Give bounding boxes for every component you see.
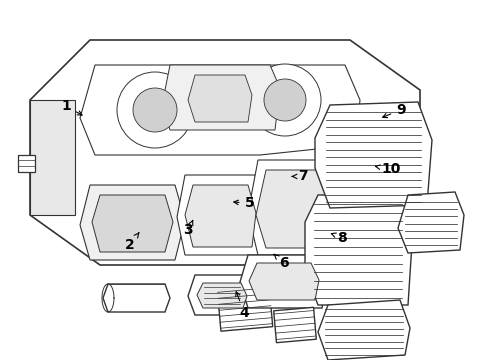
Polygon shape	[217, 285, 272, 331]
Text: 4: 4	[235, 292, 249, 320]
Circle shape	[133, 88, 177, 132]
Polygon shape	[187, 275, 254, 315]
Circle shape	[117, 72, 193, 148]
Text: 5: 5	[233, 197, 254, 210]
Polygon shape	[256, 170, 351, 248]
Polygon shape	[240, 255, 326, 308]
Polygon shape	[184, 185, 256, 247]
Polygon shape	[273, 307, 316, 343]
Polygon shape	[103, 284, 170, 312]
Circle shape	[248, 64, 320, 136]
Polygon shape	[305, 195, 412, 305]
Polygon shape	[314, 102, 431, 208]
Polygon shape	[247, 160, 359, 255]
Text: 10: 10	[375, 162, 400, 176]
Polygon shape	[30, 40, 419, 265]
Polygon shape	[30, 100, 75, 215]
Circle shape	[264, 79, 305, 121]
Polygon shape	[248, 263, 318, 300]
Polygon shape	[187, 75, 251, 122]
Text: 6: 6	[273, 254, 288, 270]
Polygon shape	[177, 175, 264, 255]
Polygon shape	[92, 195, 173, 252]
Polygon shape	[80, 65, 359, 155]
Polygon shape	[18, 155, 35, 172]
Text: 7: 7	[292, 170, 307, 183]
Polygon shape	[397, 192, 463, 253]
Text: 1: 1	[61, 99, 82, 115]
Text: 2: 2	[124, 233, 139, 252]
Polygon shape	[317, 300, 409, 360]
Text: 8: 8	[331, 231, 346, 244]
Polygon shape	[197, 283, 246, 308]
Text: 3: 3	[183, 220, 193, 237]
Polygon shape	[162, 65, 280, 130]
Text: 9: 9	[382, 103, 405, 118]
Polygon shape	[80, 185, 184, 260]
